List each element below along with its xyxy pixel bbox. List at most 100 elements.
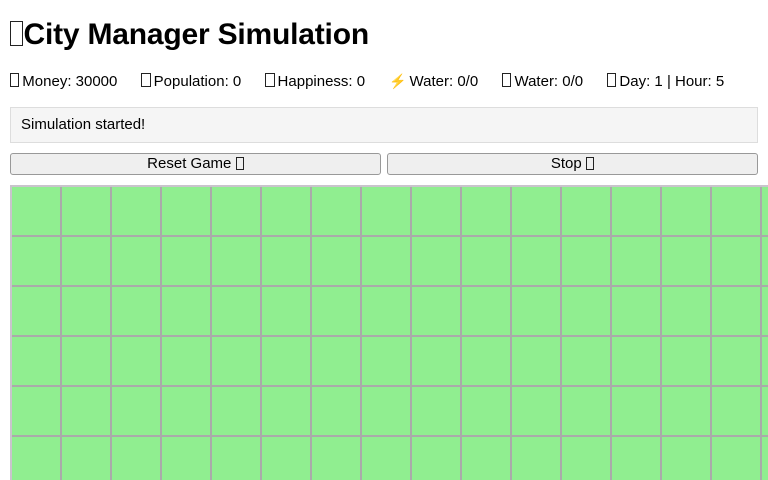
city-cell[interactable] <box>162 436 210 480</box>
city-cell[interactable] <box>462 186 510 235</box>
city-cell[interactable] <box>712 236 760 285</box>
city-cell[interactable] <box>712 336 760 385</box>
city-cell[interactable] <box>262 236 310 285</box>
city-cell[interactable] <box>362 236 410 285</box>
city-cell[interactable] <box>712 186 760 235</box>
city-cell[interactable] <box>212 236 260 285</box>
city-cell[interactable] <box>762 186 768 235</box>
city-cell[interactable] <box>12 286 60 335</box>
city-cell[interactable] <box>662 386 710 435</box>
city-cell[interactable] <box>462 236 510 285</box>
city-cell[interactable] <box>562 336 610 385</box>
city-cell[interactable] <box>262 186 310 235</box>
city-cell[interactable] <box>112 336 160 385</box>
city-cell[interactable] <box>62 386 110 435</box>
city-cell[interactable] <box>12 436 60 480</box>
city-cell[interactable] <box>162 286 210 335</box>
city-cell[interactable] <box>12 236 60 285</box>
city-cell[interactable] <box>612 386 660 435</box>
city-cell[interactable] <box>362 336 410 385</box>
city-cell[interactable] <box>562 386 610 435</box>
city-cell[interactable] <box>512 386 560 435</box>
city-cell[interactable] <box>12 336 60 385</box>
city-cell[interactable] <box>62 436 110 480</box>
city-cell[interactable] <box>662 336 710 385</box>
city-cell[interactable] <box>412 236 460 285</box>
city-cell[interactable] <box>762 436 768 480</box>
city-cell[interactable] <box>262 286 310 335</box>
city-cell[interactable] <box>112 286 160 335</box>
city-cell[interactable] <box>162 336 210 385</box>
city-cell[interactable] <box>612 286 660 335</box>
city-cell[interactable] <box>12 186 60 235</box>
city-cell[interactable] <box>562 286 610 335</box>
city-cell[interactable] <box>612 186 660 235</box>
city-cell[interactable] <box>312 236 360 285</box>
city-cell[interactable] <box>112 236 160 285</box>
city-cell[interactable] <box>462 386 510 435</box>
city-cell[interactable] <box>312 186 360 235</box>
city-cell[interactable] <box>562 186 610 235</box>
city-cell[interactable] <box>512 186 560 235</box>
city-cell[interactable] <box>62 236 110 285</box>
city-cell[interactable] <box>262 436 310 480</box>
reset-game-button[interactable]: Reset Game <box>10 152 381 175</box>
city-cell[interactable] <box>62 186 110 235</box>
city-cell[interactable] <box>62 336 110 385</box>
city-cell[interactable] <box>262 336 310 385</box>
city-cell[interactable] <box>362 436 410 480</box>
city-cell[interactable] <box>512 236 560 285</box>
city-cell[interactable] <box>762 386 768 435</box>
city-cell[interactable] <box>612 336 660 385</box>
city-cell[interactable] <box>562 236 610 285</box>
city-cell[interactable] <box>412 286 460 335</box>
city-cell[interactable] <box>762 286 768 335</box>
city-cell[interactable] <box>212 336 260 385</box>
city-cell[interactable] <box>612 436 660 480</box>
city-cell[interactable] <box>362 386 410 435</box>
city-cell[interactable] <box>712 286 760 335</box>
city-cell[interactable] <box>162 236 210 285</box>
city-cell[interactable] <box>562 436 610 480</box>
city-cell[interactable] <box>362 286 410 335</box>
city-cell[interactable] <box>412 386 460 435</box>
city-cell[interactable] <box>112 186 160 235</box>
city-cell[interactable] <box>412 436 460 480</box>
city-cell[interactable] <box>212 436 260 480</box>
city-cell[interactable] <box>62 286 110 335</box>
city-cell[interactable] <box>662 236 710 285</box>
city-cell[interactable] <box>112 436 160 480</box>
city-cell[interactable] <box>512 286 560 335</box>
city-cell[interactable] <box>662 186 710 235</box>
city-cell[interactable] <box>412 336 460 385</box>
city-cell[interactable] <box>212 286 260 335</box>
city-cell[interactable] <box>212 186 260 235</box>
city-cell[interactable] <box>712 386 760 435</box>
city-cell[interactable] <box>462 336 510 385</box>
city-cell[interactable] <box>12 386 60 435</box>
city-cell[interactable] <box>312 436 360 480</box>
city-cell[interactable] <box>762 336 768 385</box>
city-cell[interactable] <box>312 286 360 335</box>
city-cell[interactable] <box>712 436 760 480</box>
city-cell[interactable] <box>512 436 560 480</box>
city-cell[interactable] <box>662 286 710 335</box>
city-cell[interactable] <box>412 186 460 235</box>
city-cell[interactable] <box>462 436 510 480</box>
city-cell[interactable] <box>162 186 210 235</box>
city-cell[interactable] <box>612 236 660 285</box>
city-cell[interactable] <box>662 436 710 480</box>
message-text: Simulation started! <box>21 116 146 133</box>
city-cell[interactable] <box>462 286 510 335</box>
city-cell[interactable] <box>262 386 310 435</box>
city-cell[interactable] <box>112 386 160 435</box>
city-cell[interactable] <box>512 336 560 385</box>
city-cell[interactable] <box>212 386 260 435</box>
city-cell[interactable] <box>312 386 360 435</box>
city-cell[interactable] <box>312 336 360 385</box>
city-grid[interactable] <box>10 184 768 480</box>
city-cell[interactable] <box>762 236 768 285</box>
stop-button[interactable]: Stop <box>387 152 758 175</box>
city-cell[interactable] <box>362 186 410 235</box>
city-cell[interactable] <box>162 386 210 435</box>
